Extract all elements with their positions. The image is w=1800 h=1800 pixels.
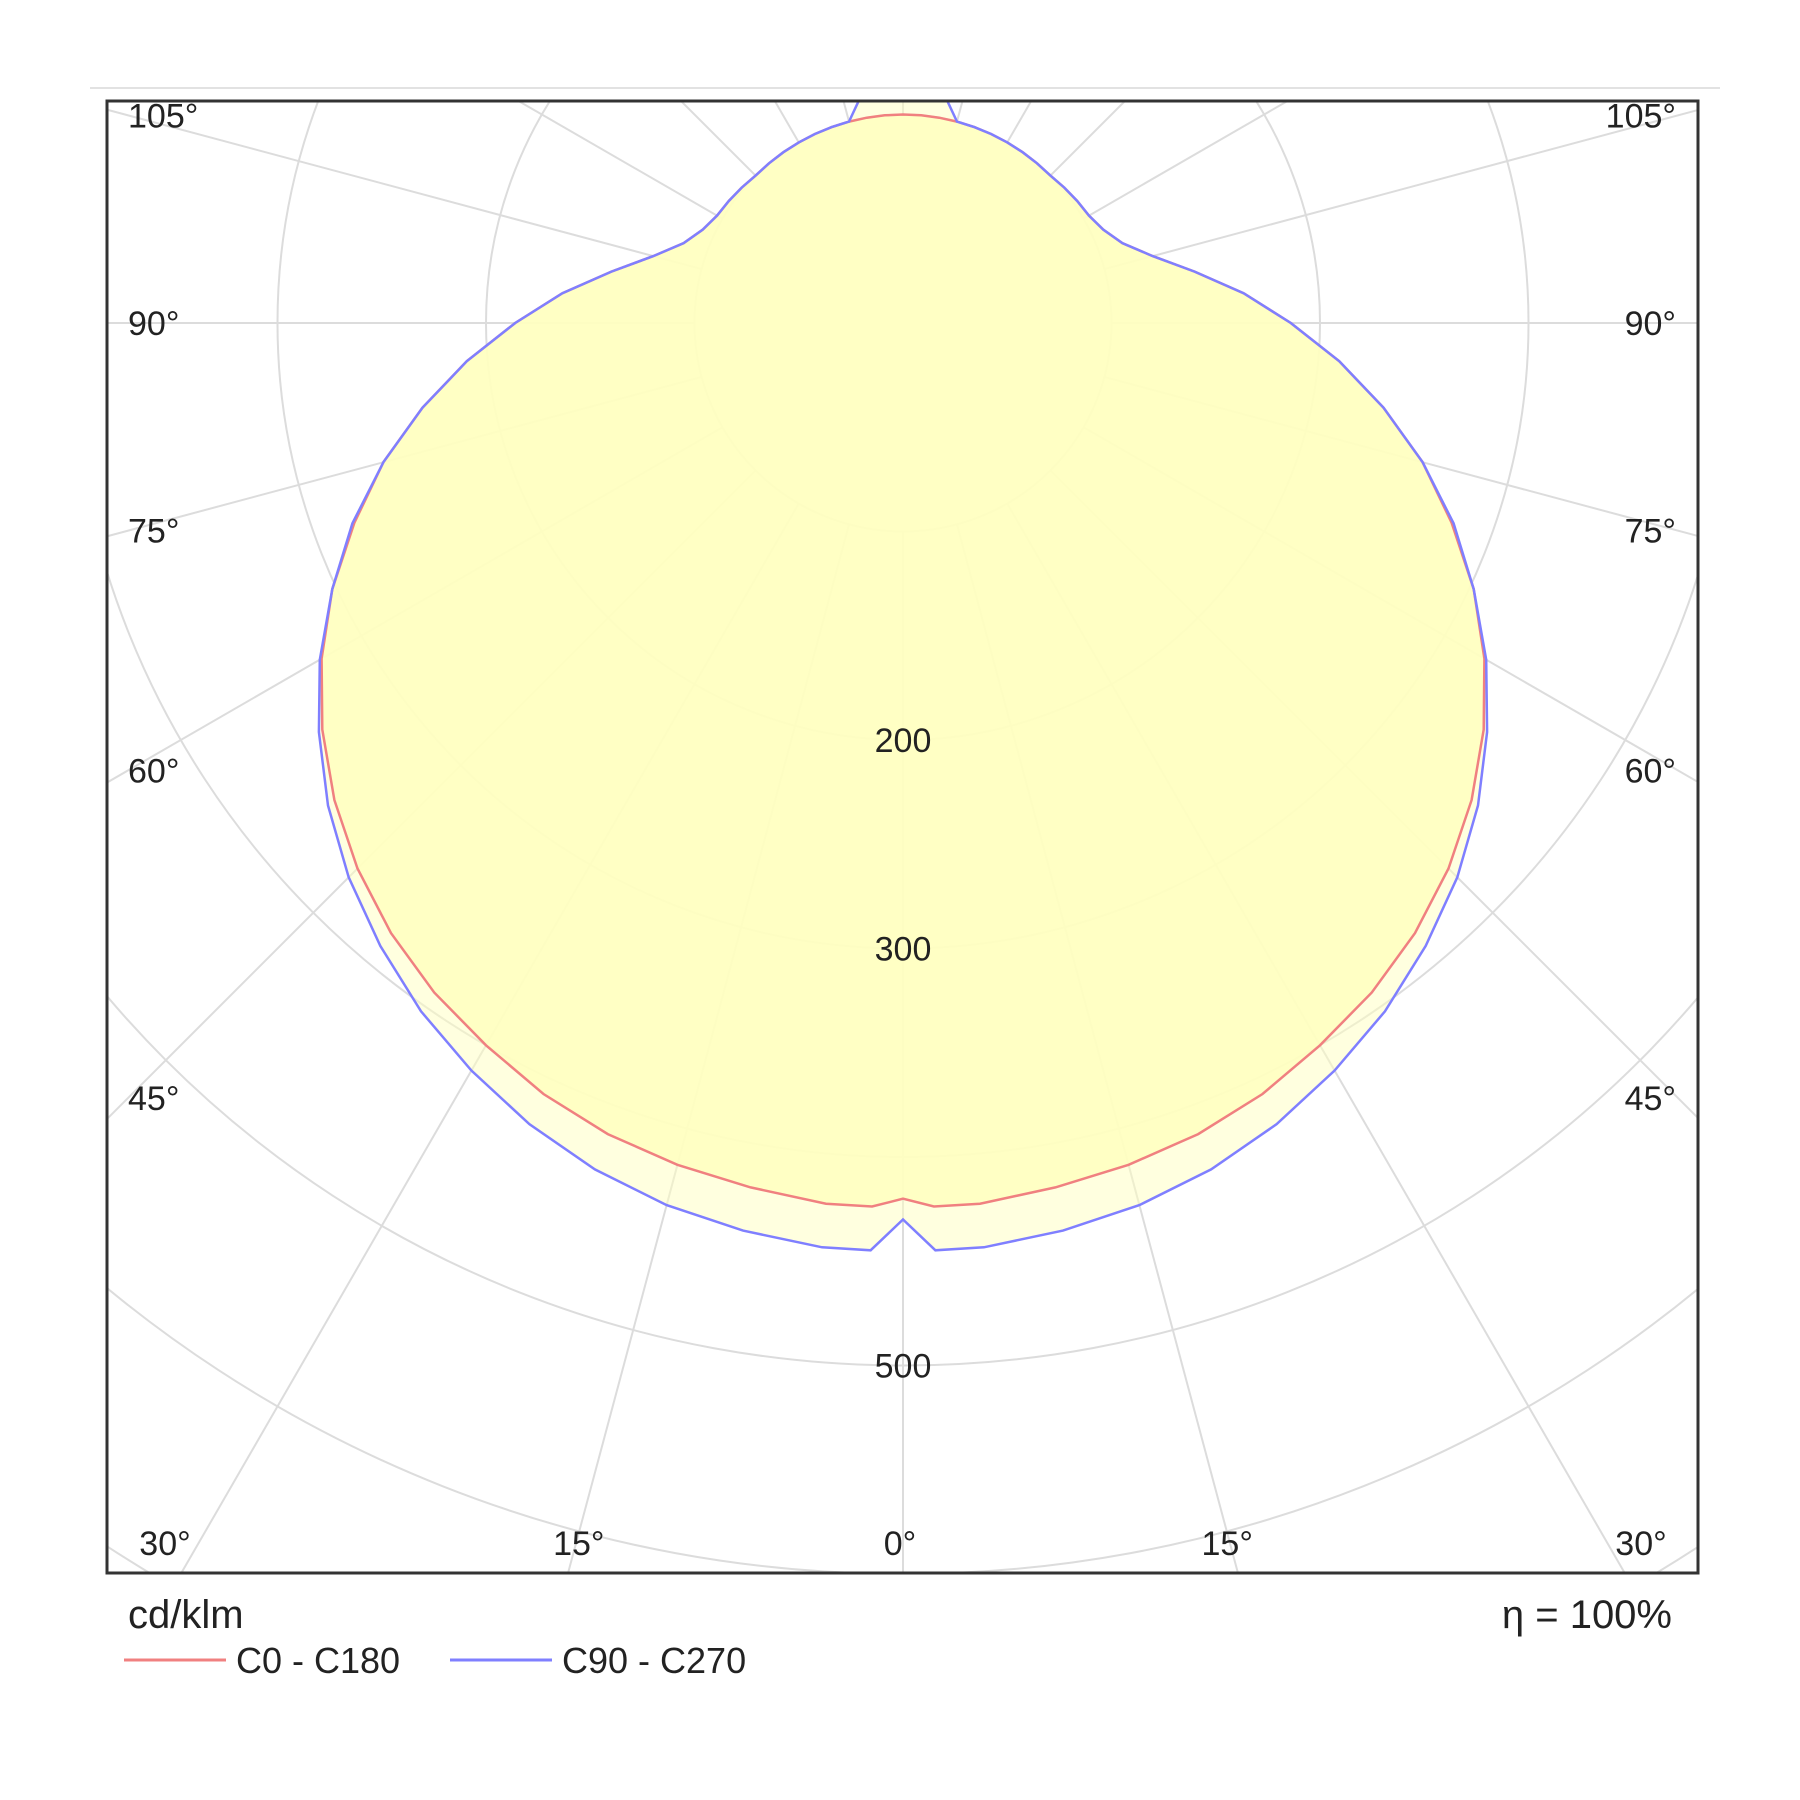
angle-label-right-75: 75°	[1625, 513, 1676, 551]
curves	[317, 101, 1489, 1252]
angle-label-right-60: 60°	[1625, 752, 1676, 790]
curve-fill-1	[318, 101, 1488, 1251]
curve-line-c90-c270	[317, 101, 1489, 1252]
legend: C0 - C180 C90 - C270	[124, 1640, 746, 1681]
radial-tick-300: 300	[875, 931, 932, 969]
angle-label-0: 0°	[884, 1525, 917, 1563]
angle-label-right-15: 15°	[1202, 1525, 1253, 1563]
radial-tick-500: 500	[875, 1348, 932, 1386]
angle-label-left-15: 15°	[553, 1525, 604, 1563]
angle-label-left-75: 75°	[128, 513, 179, 551]
grid-spoke-240	[516, 101, 723, 220]
grid-spoke-195	[842, 101, 851, 122]
grid-spoke-210	[773, 101, 800, 143]
angle-label-left-30: 30°	[139, 1525, 190, 1563]
angle-label-left-90: 90°	[128, 305, 179, 343]
grid-spoke-255	[107, 108, 702, 271]
grid-spoke-150	[1006, 101, 1033, 143]
plot-frame	[105, 99, 1700, 1575]
axis-labels: 200 300 500 105° 105° 90° 90° 75° 75° 60° 60° 45° 45…	[128, 97, 1676, 1563]
grid-spoke-120	[1083, 101, 1290, 220]
legend-label-c90-c270: C90 - C270	[562, 1640, 746, 1681]
angle-label-left-60: 60°	[128, 752, 179, 790]
angle-label-right-105: 105°	[1606, 97, 1676, 135]
grid-spoke-105	[1104, 108, 1698, 271]
unit-label: cd/klm	[128, 1593, 244, 1637]
efficiency-label: η = 100%	[1502, 1593, 1672, 1637]
angle-label-left-45: 45°	[128, 1080, 179, 1118]
radial-tick-200: 200	[875, 722, 932, 760]
grid-spoke-165	[955, 101, 964, 122]
angle-label-left-105: 105°	[128, 97, 198, 135]
angle-label-right-45: 45°	[1625, 1080, 1676, 1118]
angle-label-right-30: 30°	[1615, 1525, 1666, 1563]
legend-label-c0-c180: C0 - C180	[236, 1640, 400, 1681]
angle-label-right-90: 90°	[1625, 305, 1676, 343]
